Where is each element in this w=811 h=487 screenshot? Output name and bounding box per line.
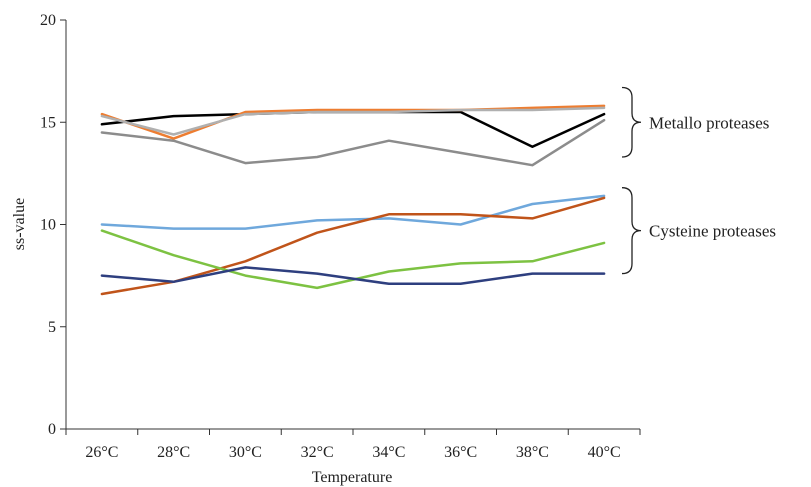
annotation-label: Metallo proteases [649,113,769,132]
x-axis: 26°C 28°C 30°C 32°C 34°C 36°C 38°C 40°C [65,428,641,461]
x-tick-label: 34°C [372,444,405,461]
x-tick-label: 38°C [516,444,549,461]
x-axis-title: Temperature [312,469,393,486]
series-lines [100,104,606,296]
x-tick-label: 30°C [229,444,262,461]
y-tick-label: 10 [40,217,56,234]
brace-1 [621,86,642,158]
annotation-label: Cysteine proteases [649,222,776,241]
x-tick-label: 26°C [85,444,118,461]
y-tick-label: 5 [48,319,56,336]
brace-2 [621,187,642,275]
y-axis-title: ss-value [11,198,28,250]
series-line-3 [100,106,606,136]
series-line-5 [100,194,606,230]
y-tick-label: 0 [48,421,56,438]
y-tick-label: 15 [40,114,56,131]
y-axis: 0 5 10 15 20 [40,12,67,438]
annotations: Metallo proteases Cysteine proteases [621,86,776,275]
x-tick-label: 36°C [444,444,477,461]
y-tick-label: 20 [40,12,56,29]
series-line-4 [100,118,606,167]
series-line-8 [100,266,606,286]
x-tick-label: 28°C [157,444,190,461]
series-line-2 [100,104,606,140]
x-tick-label: 32°C [301,444,334,461]
x-tick-label: 40°C [588,444,621,461]
